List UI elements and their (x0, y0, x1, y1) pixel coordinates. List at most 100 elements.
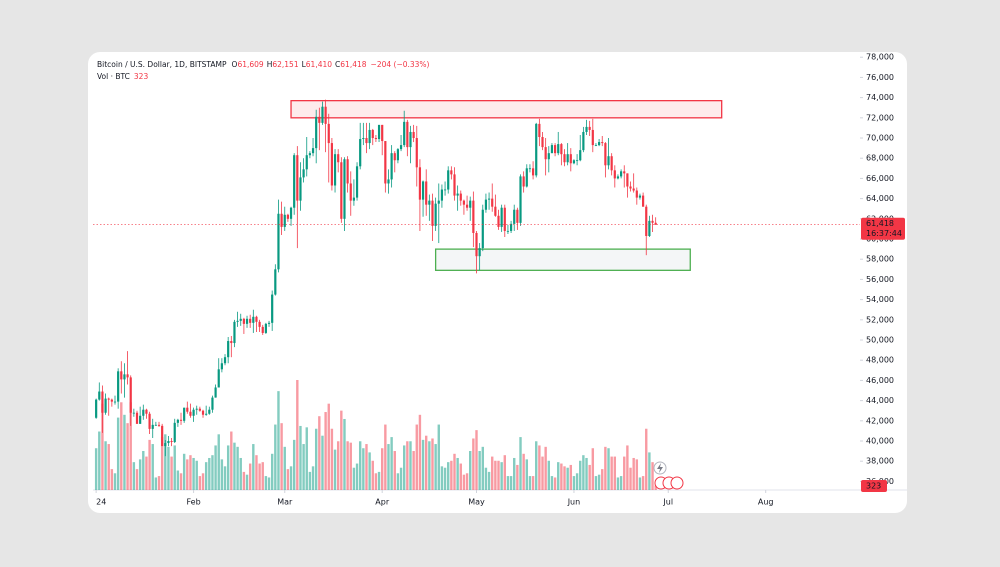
volume-bar (582, 455, 585, 490)
volume-bar (519, 437, 522, 490)
volume-bar (195, 460, 198, 490)
volume-bar (248, 463, 252, 490)
candle-body (519, 176, 522, 223)
candle-body (645, 206, 648, 236)
candle-body (362, 138, 365, 140)
candle-body (575, 160, 579, 162)
plot-area: 36,00038,00040,00042,00044,00046,00048,0… (93, 53, 907, 507)
candle-body (359, 139, 362, 167)
candle-body (293, 155, 296, 208)
volume-bar (327, 403, 330, 490)
y-tick-label: 44,000 (866, 396, 894, 405)
volume-bar (170, 456, 173, 490)
volume-bar (151, 444, 154, 490)
legend-key: H (267, 60, 273, 69)
candle-body (434, 203, 437, 226)
volume-bar (226, 445, 230, 490)
volume-bar (286, 469, 290, 490)
volume-bar (258, 463, 261, 490)
candle-body (148, 413, 151, 429)
candle-body (572, 160, 576, 164)
volume-bar (135, 469, 139, 490)
candle-body (491, 198, 494, 207)
volume-bar (365, 444, 368, 490)
candle-body (447, 170, 450, 190)
candle-body (274, 269, 277, 295)
candle-body (349, 183, 352, 201)
volume-bar (355, 463, 359, 490)
candle-body (217, 369, 220, 388)
volume-bar (352, 467, 356, 490)
volume-bar (393, 451, 396, 490)
volume-bar (462, 474, 466, 490)
countdown-label: 16:37:44 (866, 229, 902, 238)
volume-bar (173, 445, 176, 490)
volume-bar (277, 391, 280, 490)
volume-bar (409, 441, 412, 490)
volume-bar (384, 424, 387, 490)
candle-body (249, 318, 252, 323)
event-icon[interactable] (670, 476, 684, 490)
volume-bar (116, 417, 120, 490)
candle-body (396, 149, 400, 161)
candle-body (437, 200, 440, 204)
candle-body (95, 399, 98, 418)
volume-bar (456, 457, 459, 490)
volume-bar (242, 471, 246, 490)
volume-bar (403, 445, 406, 490)
candle-body (299, 177, 302, 201)
volume-bar (201, 473, 205, 490)
volume-bar (557, 462, 560, 490)
candle-body (340, 162, 343, 219)
candle-body (321, 106, 324, 123)
volume-bar (491, 456, 494, 490)
volume-bar (368, 452, 371, 490)
volume-bar (101, 403, 104, 490)
candle-body (569, 154, 572, 164)
candle-body (214, 387, 217, 398)
candle-body (305, 155, 308, 170)
y-tick-label: 58,000 (866, 255, 894, 264)
candle-body (431, 200, 434, 226)
candle-body (220, 363, 223, 370)
candle-body (541, 137, 544, 148)
volume-bar (292, 439, 296, 490)
chart-legend: Bitcoin / U.S. Dollar, 1D, BITSTAMP O61,6… (97, 60, 430, 69)
volume-bar (434, 444, 437, 490)
volume-bar (522, 453, 525, 490)
candle-body (198, 408, 201, 411)
candle-body (104, 398, 107, 413)
volume-legend: Vol · BTC 323 (97, 72, 148, 81)
x-tick-label: Apr (375, 498, 390, 507)
volume-bar (208, 457, 211, 490)
candle-body (403, 121, 406, 146)
volume-bar (358, 441, 362, 490)
candle-body (393, 153, 396, 161)
volume-bar (475, 430, 478, 490)
candle-body (440, 189, 444, 201)
volume-bar (431, 438, 434, 490)
volume-bar (296, 380, 299, 490)
candle-body (579, 150, 582, 161)
volume-bar (553, 477, 557, 490)
legend-key: L (302, 60, 307, 69)
volume-bar (142, 451, 145, 490)
candle-body (453, 174, 456, 196)
y-tick-label: 38,000 (866, 457, 894, 466)
volume-bar (252, 444, 255, 490)
volume-bar (308, 471, 312, 490)
volume-bar (651, 462, 654, 490)
candle-body (176, 419, 179, 423)
candle-body (616, 176, 620, 179)
candle-body (318, 116, 321, 123)
y-tick-label: 78,000 (866, 53, 894, 62)
candle-body (239, 318, 242, 321)
volume-bar (148, 439, 151, 490)
candle-body (450, 170, 453, 175)
volume-bar (563, 466, 566, 490)
candle-body (629, 186, 632, 189)
candle-body (311, 148, 315, 154)
toolbar-icons[interactable] (653, 461, 684, 490)
volume-bar (428, 441, 431, 490)
